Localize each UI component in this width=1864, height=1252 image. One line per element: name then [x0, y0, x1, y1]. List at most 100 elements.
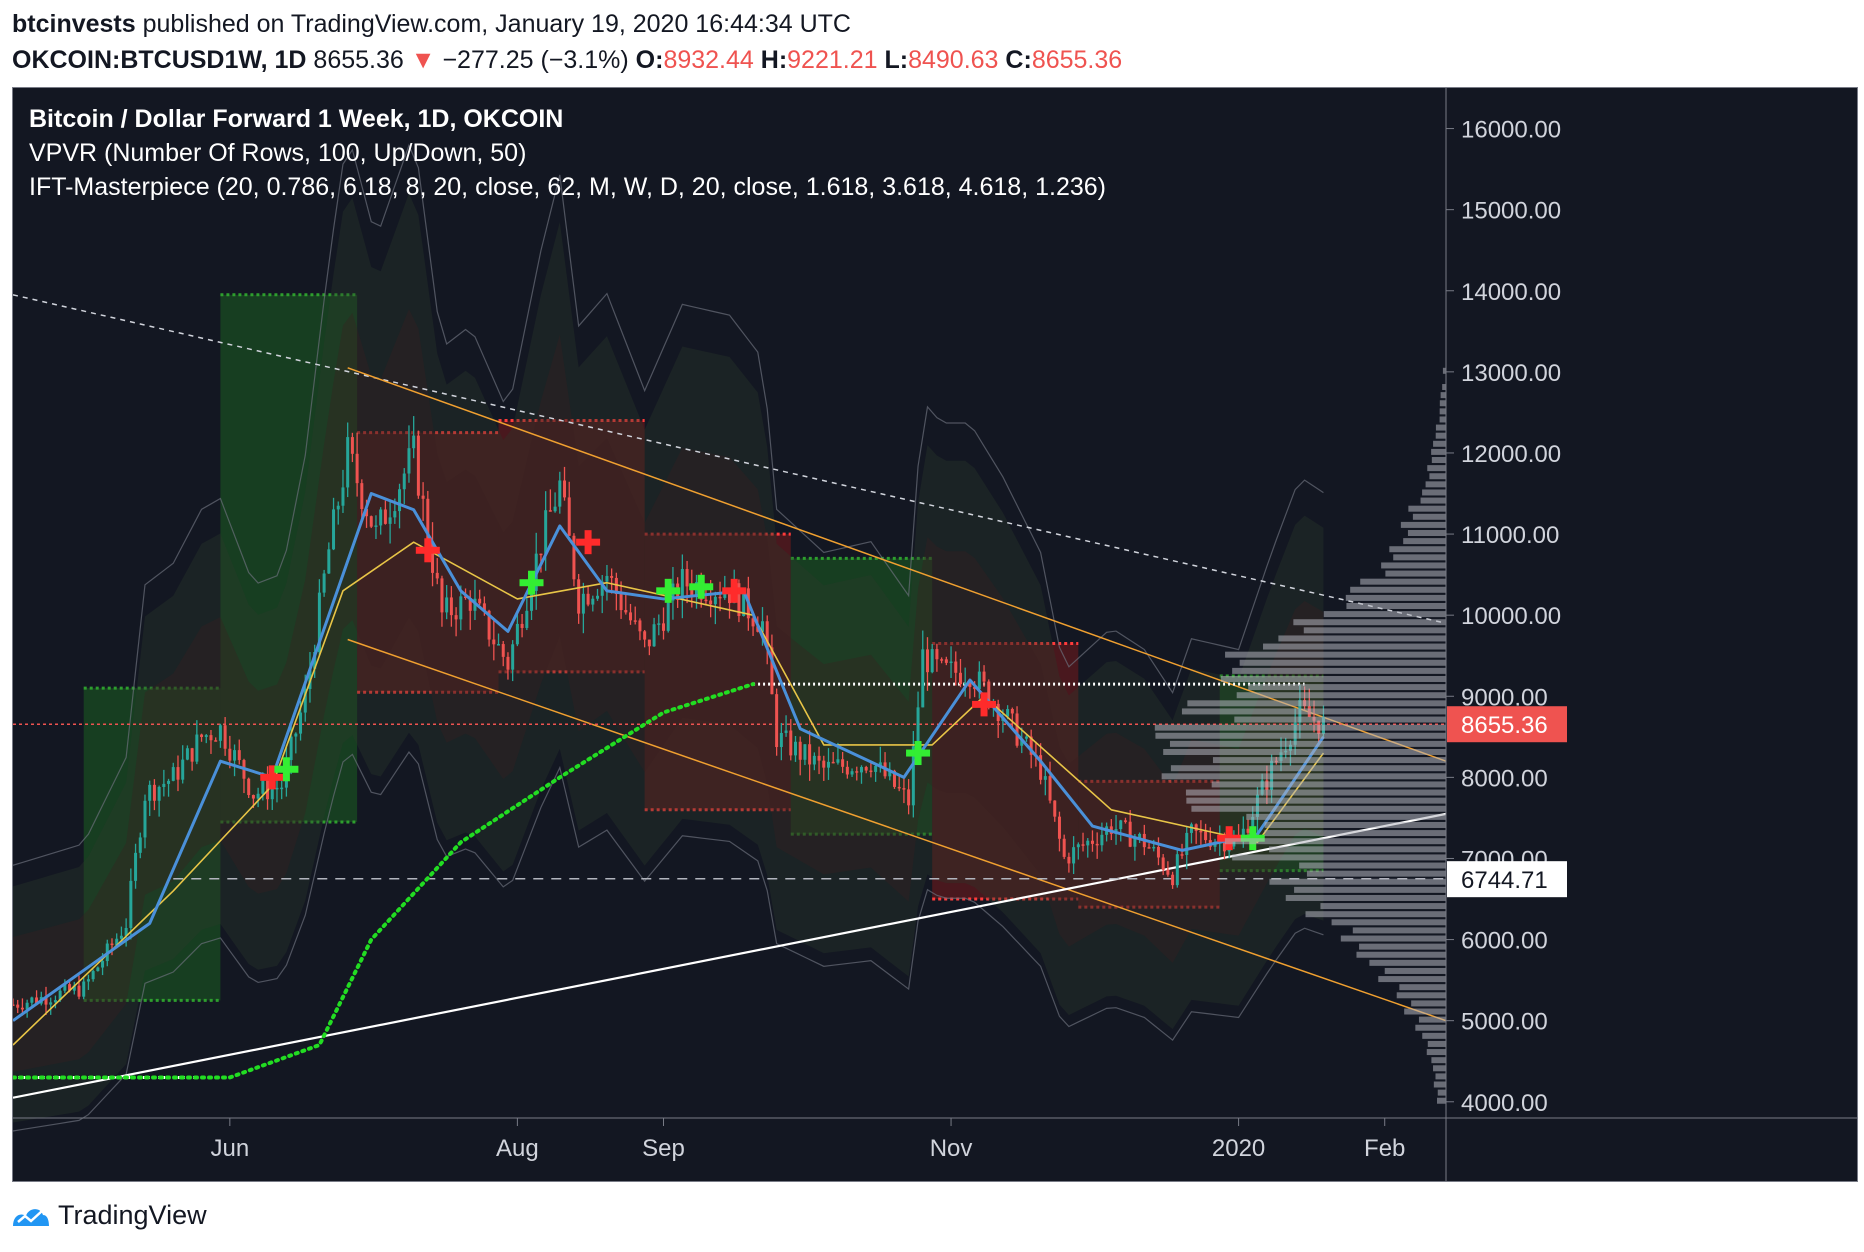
candle-body-75 [365, 508, 369, 517]
candle-body-187 [892, 770, 896, 787]
candle-body-65 [317, 592, 321, 653]
trendline-support [13, 812, 1447, 1099]
signal-cross-v-2 [424, 538, 432, 563]
vpvr-bar-66 [1381, 562, 1446, 569]
lower-envelope-line [13, 751, 1324, 1132]
candle-body-179 [855, 771, 859, 773]
candle-body-224 [1067, 856, 1071, 864]
candle-body-38 [190, 748, 194, 762]
vpvr-bar-48 [1181, 708, 1446, 715]
candle-body-168 [803, 744, 807, 760]
candle-body-236 [1123, 820, 1127, 822]
candle-body-202 [963, 682, 967, 685]
candle-body-261 [1241, 828, 1245, 839]
candle-body-56 [275, 787, 279, 790]
candle-body-150 [718, 596, 722, 599]
price-tag-label: 8655.36 [1461, 712, 1548, 739]
candle-body-45 [223, 725, 227, 749]
vpvr-bar-19 [1359, 943, 1446, 950]
candle-body-148 [709, 600, 713, 605]
candle-body-134 [643, 631, 647, 640]
candle-body-262 [1246, 828, 1250, 833]
vpvr-bar-38 [1185, 789, 1446, 796]
candle-body-107 [515, 623, 519, 645]
y-tick-label: 11000.00 [1461, 522, 1559, 549]
candle-body-92 [445, 597, 449, 613]
candle-body-249 [1185, 832, 1189, 855]
candle-body-28 [143, 800, 147, 838]
vpvr-bar-84 [1439, 416, 1446, 423]
chart-header: btcinvests published on TradingView.com,… [12, 6, 1122, 78]
candle-body-222 [1057, 816, 1061, 839]
x-tick-label: Sep [642, 1135, 685, 1162]
candle-body-129 [619, 594, 623, 611]
price-chart[interactable]: 16000.00 15000.00 14000.00 13000.00 12000.00… [13, 88, 1857, 1181]
candle-body-100 [482, 603, 486, 611]
vpvr-bar-41 [1170, 765, 1446, 772]
tradingview-logo-icon[interactable] [12, 1202, 50, 1228]
vpvr-bar-82 [1435, 432, 1446, 439]
chart-panel[interactable]: 16000.00 15000.00 14000.00 13000.00 12000.00… [12, 87, 1858, 1182]
indicator-lines [13, 367, 1446, 1104]
vpvr-bar-51 [1248, 684, 1446, 691]
candle-body-188 [897, 786, 901, 789]
vpvr-bar-81 [1433, 440, 1446, 447]
y-tick-label: 16000.00 [1461, 117, 1561, 144]
candle-body-97 [468, 598, 472, 611]
down-arrow-icon: ▼ [410, 46, 436, 74]
candle-body-62 [303, 688, 307, 713]
signal-box-2 [357, 432, 499, 693]
candle-body-73 [355, 453, 359, 484]
vpvr-bar-77 [1429, 473, 1446, 480]
vpvr-bar-47 [1234, 716, 1446, 723]
candle-body-109 [525, 610, 529, 628]
vpvr-bar-86 [1439, 400, 1446, 407]
candle-body-206 [982, 671, 986, 682]
symbol-line: OKCOIN:BTCUSD1W, 1D 8655.36 ▼ −277.25 (−… [12, 42, 1122, 78]
legend-indicator-ift[interactable]: IFT-Masterpiece (20, 0.786, 6.18, 8, 20,… [29, 173, 1106, 201]
candle-body-66 [322, 573, 326, 593]
candle-body-199 [949, 661, 953, 664]
candle-body-204 [973, 686, 977, 690]
candle-body-46 [228, 748, 232, 761]
legend-indicator-vpvr[interactable]: VPVR (Number Of Rows, 100, Up/Down, 50) [29, 139, 527, 167]
vpvr-bar-25 [1285, 894, 1446, 901]
vpvr-bar-33 [1264, 830, 1446, 837]
candle-body-159 [760, 621, 764, 632]
candle-body-76 [369, 516, 373, 527]
vpvr-bar-18 [1356, 951, 1446, 958]
candle-body-203 [968, 682, 972, 687]
x-tick-label: Jun [210, 1135, 249, 1162]
chart-legend: Bitcoin / Dollar Forward 1 Week, 1D, OKC… [29, 102, 1106, 204]
vpvr-bar-78 [1427, 465, 1446, 472]
outer-band [13, 193, 1324, 1123]
candle-body-176 [841, 759, 845, 767]
tradingview-brand[interactable]: TradingView [58, 1199, 207, 1230]
vpvr-bar-11 [1404, 1008, 1446, 1015]
vpvr-bar-61 [1346, 603, 1446, 609]
candle-body-19 [101, 961, 105, 968]
vpvr-bar-79 [1431, 457, 1446, 464]
vpvr-bar-50 [1236, 692, 1446, 699]
candle-body-16 [86, 979, 90, 982]
candle-body-108 [520, 623, 524, 628]
candle-body-15 [82, 981, 86, 997]
candle-body-27 [138, 837, 142, 853]
candle-body-110 [530, 590, 534, 611]
candle-body-71 [346, 437, 350, 488]
signal-cross-v-6 [697, 574, 705, 599]
candle-body-169 [808, 744, 812, 765]
candle-body-244 [1161, 857, 1165, 870]
candle-body-205 [977, 671, 981, 690]
author-name[interactable]: btcinvests [12, 10, 136, 38]
candle-body-67 [327, 549, 331, 574]
y-tick-label: 12000.00 [1461, 441, 1561, 468]
candle-body-60 [294, 733, 298, 737]
price-tag-bg-0 [1447, 706, 1567, 743]
candle-body-30 [152, 784, 156, 801]
candle-body-112 [539, 553, 543, 556]
candle-body-149 [713, 596, 717, 605]
candle-body-133 [638, 620, 642, 632]
symbol: OKCOIN:BTCUSD1W, 1D [12, 46, 307, 74]
vpvr-bar-52 [1220, 675, 1446, 682]
